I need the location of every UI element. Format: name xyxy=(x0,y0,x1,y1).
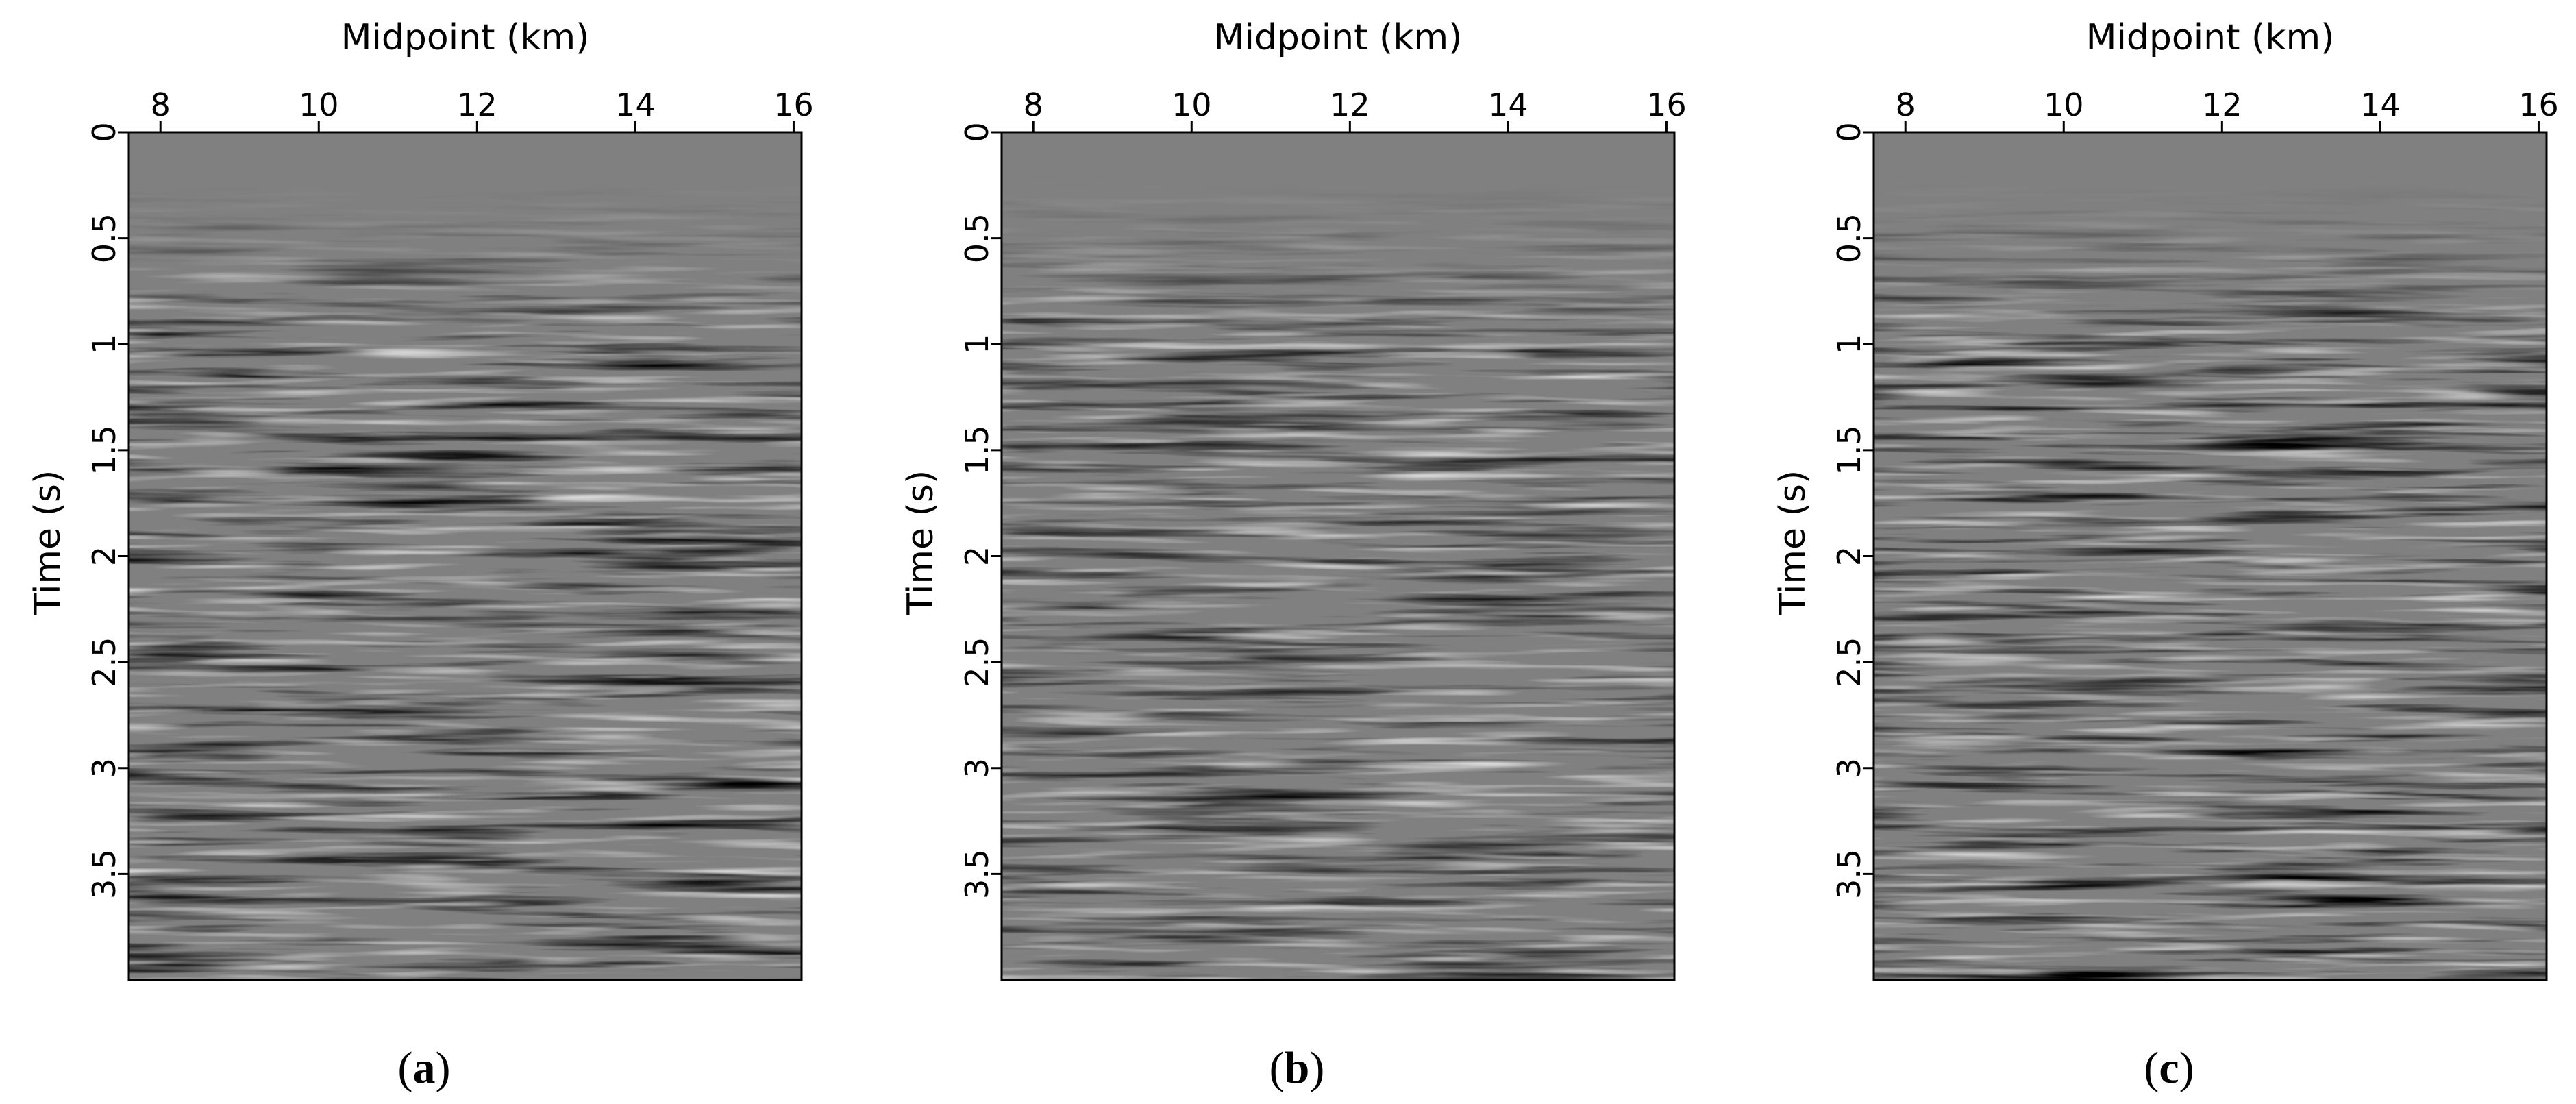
y-tick-label: 3.5 xyxy=(958,849,995,899)
x-tick-label: 8 xyxy=(1024,86,1043,123)
x-tick-label: 10 xyxy=(2044,86,2084,123)
y-tick-label: 2.5 xyxy=(86,637,123,687)
y-tick-label: 3.5 xyxy=(86,849,123,899)
y-tick-label: 0 xyxy=(958,122,995,142)
seismic-section xyxy=(129,132,802,980)
y-tick-label: 0 xyxy=(86,122,123,142)
panel-caption: (a) xyxy=(398,1043,451,1093)
x-tick-label: 16 xyxy=(1646,86,1687,123)
y-tick-label: 1 xyxy=(958,334,995,354)
y-tick-label: 3 xyxy=(86,758,123,778)
x-axis-label: Midpoint (km) xyxy=(2086,17,2335,58)
y-axis-label: Time (s) xyxy=(27,470,69,615)
x-tick-label: 12 xyxy=(457,86,497,123)
y-tick-label: 0.5 xyxy=(1831,213,1868,263)
y-tick-label: 3 xyxy=(958,758,995,778)
panel-a: 8 10 12 14 16 Midpoint (km) 0 0.5 1 1.5 2 2.5 3 3.5 Ti… xyxy=(27,17,814,1093)
x-tick-label: 8 xyxy=(151,86,171,123)
x-tick-label: 10 xyxy=(1172,86,1212,123)
y-tick-label: 1.5 xyxy=(1831,425,1868,475)
panel-c: 8 10 12 14 16 Midpoint (km) 0 0.5 1 1.5 2 2.5 3 3.5 Ti… xyxy=(1772,17,2559,1093)
panel-caption: (b) xyxy=(1270,1043,1325,1093)
x-tick-label: 12 xyxy=(1330,86,1370,123)
panel-b: 8 10 12 14 16 Midpoint (km) 0 0.5 1 1.5 2 2.5 3 3.5 Ti… xyxy=(900,17,1687,1093)
y-tick-label: 0.5 xyxy=(958,213,995,263)
y-tick-label: 0 xyxy=(1831,122,1868,142)
x-tick-label: 14 xyxy=(615,86,656,123)
x-tick-label: 16 xyxy=(773,86,814,123)
y-axis-label: Time (s) xyxy=(900,470,941,615)
y-axis-label: Time (s) xyxy=(1772,470,1813,615)
panel-caption: (c) xyxy=(2144,1043,2194,1093)
x-tick-label: 8 xyxy=(1896,86,1916,123)
y-tick-label: 1.5 xyxy=(86,425,123,475)
x-tick-label: 16 xyxy=(2518,86,2559,123)
y-tick-label: 2.5 xyxy=(1831,637,1868,687)
y-tick-label: 1 xyxy=(86,334,123,354)
y-tick-label: 0.5 xyxy=(86,213,123,263)
y-tick-label: 1.5 xyxy=(958,425,995,475)
y-tick-label: 3 xyxy=(1831,758,1868,778)
y-tick-label: 2 xyxy=(86,546,123,566)
seismic-section xyxy=(1002,132,1674,980)
y-tick-label: 3.5 xyxy=(1831,849,1868,899)
y-tick-label: 1 xyxy=(1831,334,1868,354)
x-tick-label: 14 xyxy=(2360,86,2401,123)
x-axis-label: Midpoint (km) xyxy=(1214,17,1463,58)
seismic-section xyxy=(1874,132,2547,980)
x-axis-label: Midpoint (km) xyxy=(341,17,590,58)
x-tick-label: 12 xyxy=(2202,86,2242,123)
x-tick-label: 10 xyxy=(299,86,339,123)
y-tick-label: 2.5 xyxy=(958,637,995,687)
y-tick-label: 2 xyxy=(1831,546,1868,566)
x-tick-label: 14 xyxy=(1488,86,1528,123)
y-tick-label: 2 xyxy=(958,546,995,566)
